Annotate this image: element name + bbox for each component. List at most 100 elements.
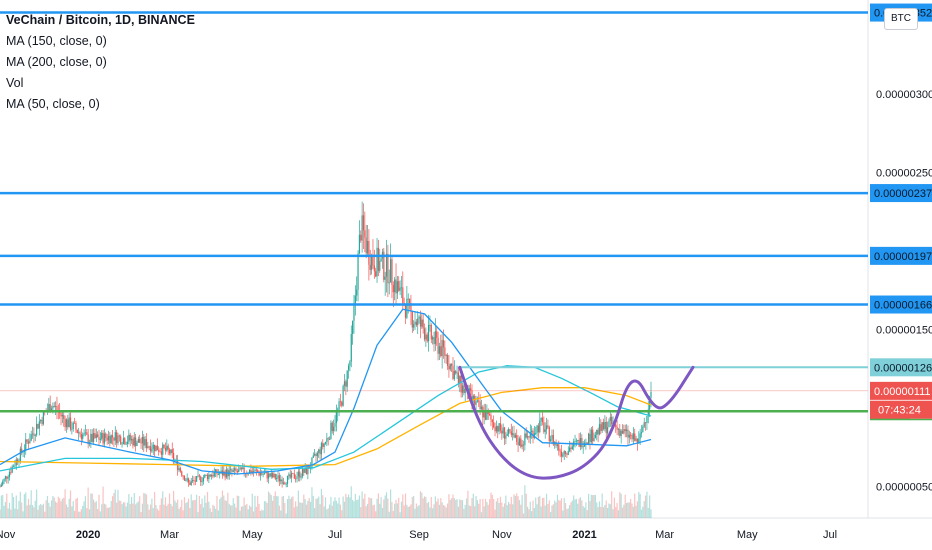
volume-bar: [364, 493, 366, 518]
candle-body: [87, 434, 89, 445]
volume-bar: [289, 498, 291, 518]
legend-ma50[interactable]: MA (50, close, 0): [6, 97, 100, 111]
volume-bar: [502, 506, 504, 518]
candle-body: [360, 234, 362, 241]
volume-bar: [369, 498, 371, 518]
candle-body: [562, 454, 564, 457]
volume-bar: [356, 500, 358, 518]
candle-body: [516, 435, 518, 442]
volume-bar: [607, 508, 609, 518]
volume-bar: [589, 501, 591, 518]
candle-body: [82, 434, 84, 439]
candle-body: [475, 401, 477, 405]
candle-body: [219, 473, 221, 475]
volume-bar: [204, 495, 206, 518]
volume-bar: [373, 504, 375, 518]
volume-bar: [602, 507, 605, 518]
volume-bar: [88, 509, 91, 518]
volume-bar: [592, 495, 594, 518]
candle-body: [384, 276, 386, 280]
candle-body: [600, 424, 602, 431]
volume-bar: [173, 490, 175, 518]
volume-bar: [272, 500, 274, 518]
volume-bar: [392, 510, 394, 518]
volume-bar: [579, 497, 582, 518]
volume-bar: [354, 493, 356, 518]
volume-bar: [391, 502, 393, 518]
legend-ma200[interactable]: MA (200, close, 0): [6, 55, 107, 69]
volume-bar: [126, 502, 129, 518]
candle-body: [535, 432, 537, 434]
volume-bar: [437, 498, 439, 518]
candle-body: [343, 381, 346, 386]
volume-bar: [634, 493, 636, 518]
volume-bar: [209, 508, 211, 518]
candle-body: [238, 469, 240, 473]
candle-body: [362, 215, 365, 231]
candle-body: [250, 469, 252, 474]
volume-bar: [170, 503, 172, 518]
candle-body: [296, 476, 298, 479]
candle-body: [91, 433, 93, 442]
candle-body: [33, 433, 35, 436]
volume-bar: [555, 502, 557, 518]
volume-bar: [50, 500, 53, 518]
candle-body: [574, 440, 576, 442]
volume-bar: [414, 508, 416, 518]
candle-body: [31, 433, 34, 435]
volume-bar: [453, 498, 455, 518]
candle-body: [84, 432, 87, 434]
legend-symbol-title[interactable]: VeChain / Bitcoin, 1D, BINANCE: [6, 13, 195, 27]
candle-body: [240, 467, 243, 470]
legend-volume[interactable]: Vol: [6, 76, 24, 90]
price-tick-label: 0.00000300: [876, 89, 932, 101]
chart-legend: VeChain / Bitcoin, 1D, BINANCE MA (150, …: [6, 10, 195, 115]
candle-body: [323, 443, 325, 447]
candle-body: [566, 453, 568, 455]
candle-body: [594, 434, 596, 439]
candle-body: [236, 471, 238, 473]
volume-bar: [154, 491, 156, 518]
volume-bar: [457, 506, 460, 518]
candle-body: [463, 385, 465, 393]
volume-bar: [406, 504, 408, 518]
volume-bar: [440, 498, 442, 518]
volume-bar: [45, 500, 47, 518]
volume-bar: [117, 489, 119, 518]
candle-body: [49, 404, 51, 413]
volume-bar: [285, 513, 287, 518]
candle-body: [510, 431, 512, 435]
volume-bar: [179, 506, 181, 518]
candle-body: [493, 422, 495, 428]
currency-badge[interactable]: BTC: [884, 8, 918, 30]
candle-body: [29, 440, 31, 444]
volume-bar: [375, 511, 377, 518]
candle-body: [326, 438, 328, 442]
volume-bar: [314, 508, 316, 518]
volume-bar: [44, 511, 46, 518]
volume-bar: [331, 505, 333, 518]
volume-bar: [129, 503, 131, 518]
candle-body: [103, 433, 106, 444]
volume-bar: [102, 486, 104, 518]
candle-body: [170, 449, 172, 454]
volume-bar: [274, 491, 276, 518]
volume-bar: [121, 504, 123, 518]
volume-bar: [152, 508, 154, 518]
volume-bar: [140, 512, 142, 518]
legend-ma150[interactable]: MA (150, close, 0): [6, 34, 107, 48]
volume-bar: [15, 495, 17, 518]
ma50-line: [0, 308, 652, 475]
candle-body: [257, 470, 259, 473]
candle-body: [647, 409, 649, 417]
volume-bar: [52, 495, 54, 518]
candle-body: [135, 437, 137, 447]
candle-body: [305, 467, 308, 475]
candle-body: [404, 304, 407, 318]
candle-body: [480, 406, 483, 409]
candle-body: [526, 436, 529, 438]
candle-body: [299, 471, 301, 478]
candle-body: [444, 347, 446, 356]
volume-bar: [494, 509, 496, 518]
